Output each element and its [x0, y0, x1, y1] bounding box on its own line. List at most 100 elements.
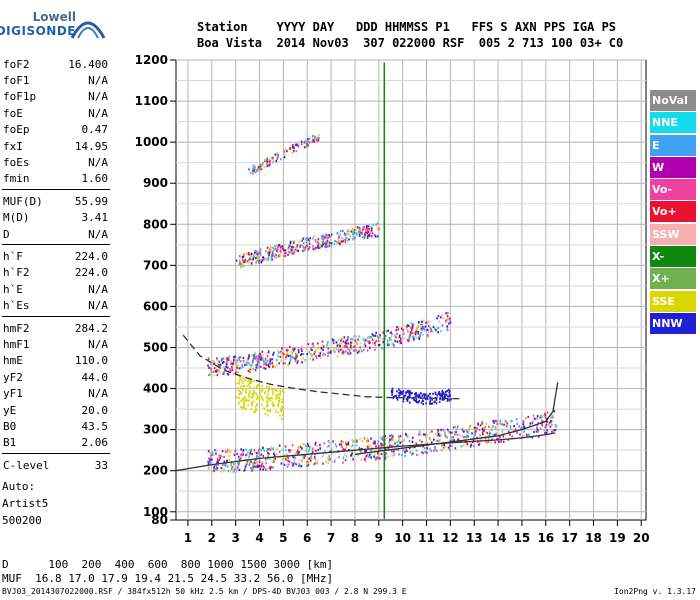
- echo-point: [248, 253, 250, 256]
- echo-point: [376, 235, 379, 238]
- echo-point: [258, 459, 261, 462]
- echo-point: [344, 448, 346, 451]
- echo-point: [423, 393, 425, 396]
- param-row: D N/A: [2, 226, 110, 242]
- echo-point: [256, 454, 258, 458]
- echo-point: [238, 379, 240, 382]
- echo-point: [543, 415, 546, 419]
- echo-point: [516, 431, 518, 434]
- interference-point: [383, 363, 386, 367]
- echo-point: [554, 428, 557, 431]
- echo-point: [409, 395, 411, 399]
- echo-point: [297, 145, 300, 148]
- echo-point: [239, 260, 241, 263]
- y-tick-label: 1100: [135, 94, 168, 108]
- echo-point: [391, 387, 394, 390]
- echo-point: [286, 459, 289, 462]
- echo-point: [314, 349, 317, 352]
- interference-point: [383, 486, 386, 490]
- echo-point: [485, 422, 487, 425]
- echo-point: [307, 238, 310, 241]
- echo-point: [252, 354, 255, 357]
- echo-point: [427, 328, 430, 331]
- echo-point: [398, 341, 401, 344]
- interference-point: [383, 89, 386, 93]
- interference-point: [383, 212, 386, 216]
- interference-point: [383, 422, 386, 426]
- echo-point: [437, 432, 440, 436]
- echo-point: [473, 444, 475, 448]
- echo-point: [225, 462, 227, 465]
- echo-point: [322, 240, 325, 243]
- echo-point: [337, 237, 339, 240]
- echo-point: [281, 245, 284, 248]
- interference-point: [383, 249, 386, 253]
- echo-point: [481, 421, 483, 424]
- echo-point: [509, 433, 511, 436]
- echo-point: [492, 433, 494, 436]
- echo-point: [344, 234, 346, 237]
- param-row: h`E N/A: [2, 281, 110, 297]
- interference-point: [383, 471, 386, 475]
- echo-point: [301, 447, 303, 450]
- echo-point: [442, 317, 444, 320]
- echo-point: [302, 353, 305, 356]
- echo-point: [367, 445, 369, 448]
- echo-point: [397, 448, 400, 451]
- echo-point: [278, 255, 280, 258]
- echo-point: [360, 458, 362, 461]
- echo-point: [521, 435, 524, 438]
- echo-point: [435, 439, 438, 442]
- echo-point: [424, 325, 427, 328]
- echo-point: [537, 430, 539, 433]
- echo-point: [344, 459, 347, 462]
- echo-point: [346, 345, 348, 348]
- echo-point: [520, 426, 523, 429]
- echo-point: [238, 263, 240, 266]
- echo-point: [318, 354, 320, 357]
- echo-point: [415, 330, 417, 333]
- echo-point: [251, 354, 254, 357]
- echo-point: [288, 362, 291, 365]
- echo-point: [251, 261, 254, 264]
- echo-point: [417, 331, 420, 334]
- echo-point: [259, 388, 261, 392]
- echo-point: [532, 414, 535, 417]
- echo-point: [320, 350, 322, 353]
- echo-point: [238, 462, 240, 465]
- echo-point: [400, 337, 402, 340]
- echo-point: [294, 452, 297, 455]
- echo-point: [373, 455, 375, 458]
- echo-point: [253, 469, 256, 472]
- echo-point: [275, 245, 278, 248]
- echo-point: [308, 448, 311, 451]
- echo-point: [302, 456, 304, 459]
- echo-point: [270, 258, 272, 261]
- echo-point: [430, 402, 432, 405]
- echo-point: [412, 323, 414, 326]
- echo-point: [441, 398, 444, 401]
- interference-point: [383, 230, 386, 234]
- interference-point: [383, 446, 386, 450]
- interference-point: [383, 493, 386, 497]
- echo-point: [438, 320, 441, 323]
- y-tick-label: 900: [143, 176, 168, 190]
- legend-item: X-: [650, 246, 696, 268]
- echo-point: [257, 384, 259, 387]
- echo-point: [279, 158, 282, 161]
- echo-point: [242, 360, 245, 363]
- param-value: 284.2: [74, 321, 108, 335]
- echo-point: [331, 453, 333, 456]
- echo-point: [282, 448, 284, 452]
- echo-point: [425, 433, 428, 436]
- y-tick-label: 100: [143, 505, 168, 519]
- interference-point: [383, 469, 386, 473]
- echo-point: [247, 451, 249, 454]
- param-row: h`F2 224.0: [2, 265, 110, 281]
- echo-point: [237, 356, 240, 360]
- echo-point: [536, 428, 539, 431]
- echo-point: [216, 374, 219, 377]
- interference-point: [383, 202, 386, 206]
- echo-point: [441, 389, 443, 393]
- echo-point: [269, 247, 272, 250]
